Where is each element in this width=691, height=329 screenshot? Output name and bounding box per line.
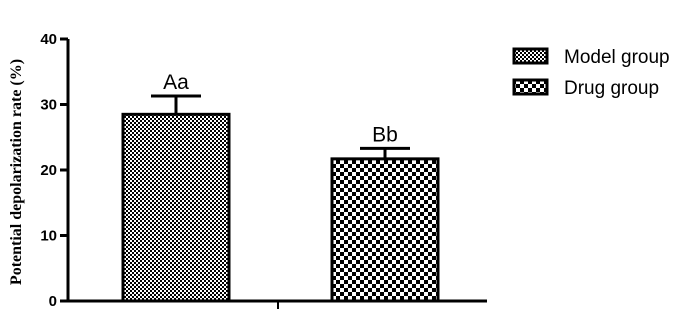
legend-swatch: [512, 47, 549, 65]
bar: [330, 157, 440, 303]
legend-item: Drug group: [512, 78, 659, 99]
bar: [121, 112, 231, 303]
bar-significance-label: Bb: [372, 123, 398, 146]
bar-group: Aa: [121, 71, 231, 303]
legend: Model group Drug group: [512, 47, 670, 99]
legend-swatch: [512, 78, 549, 96]
y-tick-label: 30: [40, 97, 57, 114]
legend-item: Model group: [512, 47, 670, 68]
y-tick-label: 0: [49, 293, 57, 310]
y-tick-label: 10: [40, 228, 57, 245]
bar-significance-label: Aa: [163, 71, 189, 94]
legend-label: Model group: [564, 47, 670, 68]
bars: Aa Bb: [121, 71, 440, 303]
bar-group: Bb: [330, 123, 440, 303]
y-tick-label: 20: [40, 162, 57, 179]
legend-label: Drug group: [564, 78, 659, 99]
y-axis-label: Potential depolarization rate (%): [8, 59, 25, 285]
y-tick-label: 40: [40, 31, 57, 48]
